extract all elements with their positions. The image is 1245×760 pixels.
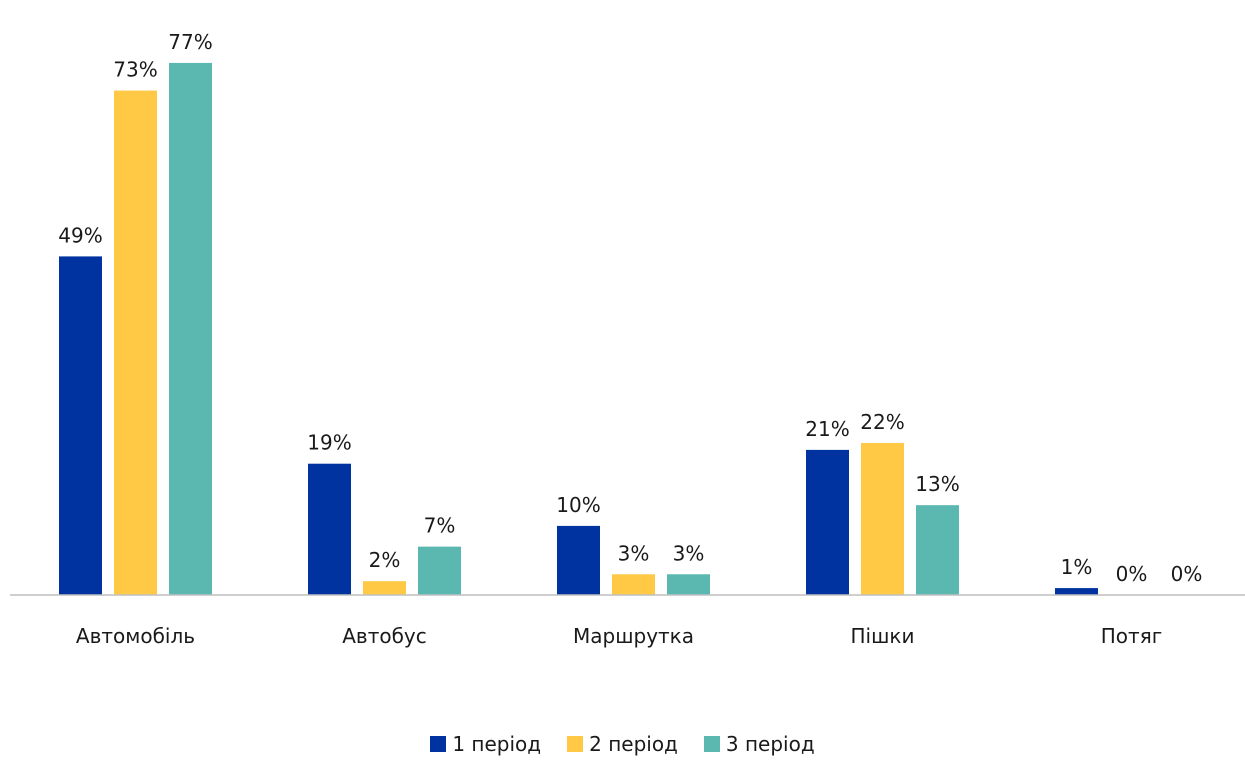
legend-swatch bbox=[567, 736, 584, 752]
data-label: 3% bbox=[673, 541, 705, 565]
bar-Автомобіль-series-1 bbox=[59, 256, 102, 595]
data-label: 1% bbox=[1061, 555, 1093, 579]
data-label: 49% bbox=[58, 223, 102, 247]
data-label: 73% bbox=[113, 58, 157, 82]
data-label: 22% bbox=[860, 410, 904, 434]
data-label: 0% bbox=[1116, 562, 1148, 586]
bar-Автобус-series-2 bbox=[363, 581, 406, 595]
category-label: Автобус bbox=[342, 624, 427, 648]
category-label: Маршрутка bbox=[573, 624, 694, 648]
bars-layer bbox=[59, 62, 1098, 596]
bar-Пішки-series-2 bbox=[861, 442, 904, 595]
data-label: 2% bbox=[369, 548, 401, 572]
legend-item-series-2: 2 період bbox=[567, 732, 678, 756]
category-label: Автомобіль bbox=[76, 624, 195, 648]
category-labels-layer: Автомобіль Автобус Маршрутка Пішки Потяг bbox=[76, 624, 1162, 648]
bar-Автомобіль-series-3 bbox=[169, 62, 212, 596]
bar-Автобус-series-3 bbox=[418, 546, 461, 595]
data-label: 7% bbox=[424, 514, 456, 538]
bar-Маршрутка-series-2 bbox=[612, 574, 655, 595]
category-label: Пішки bbox=[851, 624, 915, 648]
legend: 1 період 2 період 3 період bbox=[0, 732, 1245, 756]
bar-Автобус-series-1 bbox=[308, 463, 351, 595]
bar-Маршрутка-series-3 bbox=[667, 574, 710, 595]
bar-Потяг-series-1 bbox=[1055, 588, 1098, 595]
legend-label: 1 період bbox=[452, 732, 542, 756]
legend-item-series-1: 1 період bbox=[430, 732, 541, 756]
data-labels-layer: 49% 73% 77% 19% 2% 7% 10% 3% 3% 21% 22% 13% 1% 0% 0% bbox=[58, 30, 1202, 586]
data-label: 77% bbox=[168, 30, 212, 54]
legend-swatch bbox=[430, 736, 447, 752]
data-label: 10% bbox=[556, 493, 600, 517]
data-label: 21% bbox=[805, 417, 849, 441]
legend-label: 3 період bbox=[725, 732, 815, 756]
data-label: 13% bbox=[915, 472, 959, 496]
bar-Маршрутка-series-1 bbox=[557, 525, 600, 595]
bar-Пішки-series-1 bbox=[806, 449, 849, 595]
legend-label: 2 період bbox=[589, 732, 678, 756]
category-label: Потяг bbox=[1101, 624, 1162, 648]
data-label: 3% bbox=[618, 541, 650, 565]
data-label: 19% bbox=[307, 431, 351, 455]
bar-Автомобіль-series-2 bbox=[114, 90, 157, 595]
legend-swatch bbox=[703, 736, 720, 752]
data-label: 0% bbox=[1171, 562, 1203, 586]
bar-Пішки-series-3 bbox=[916, 505, 959, 595]
bar-chart: 49% 73% 77% 19% 2% 7% 10% 3% 3% 21% 22% 13% 1% 0% 0% А… bbox=[10, 30, 1245, 648]
legend-item-series-3: 3 період bbox=[703, 732, 815, 756]
